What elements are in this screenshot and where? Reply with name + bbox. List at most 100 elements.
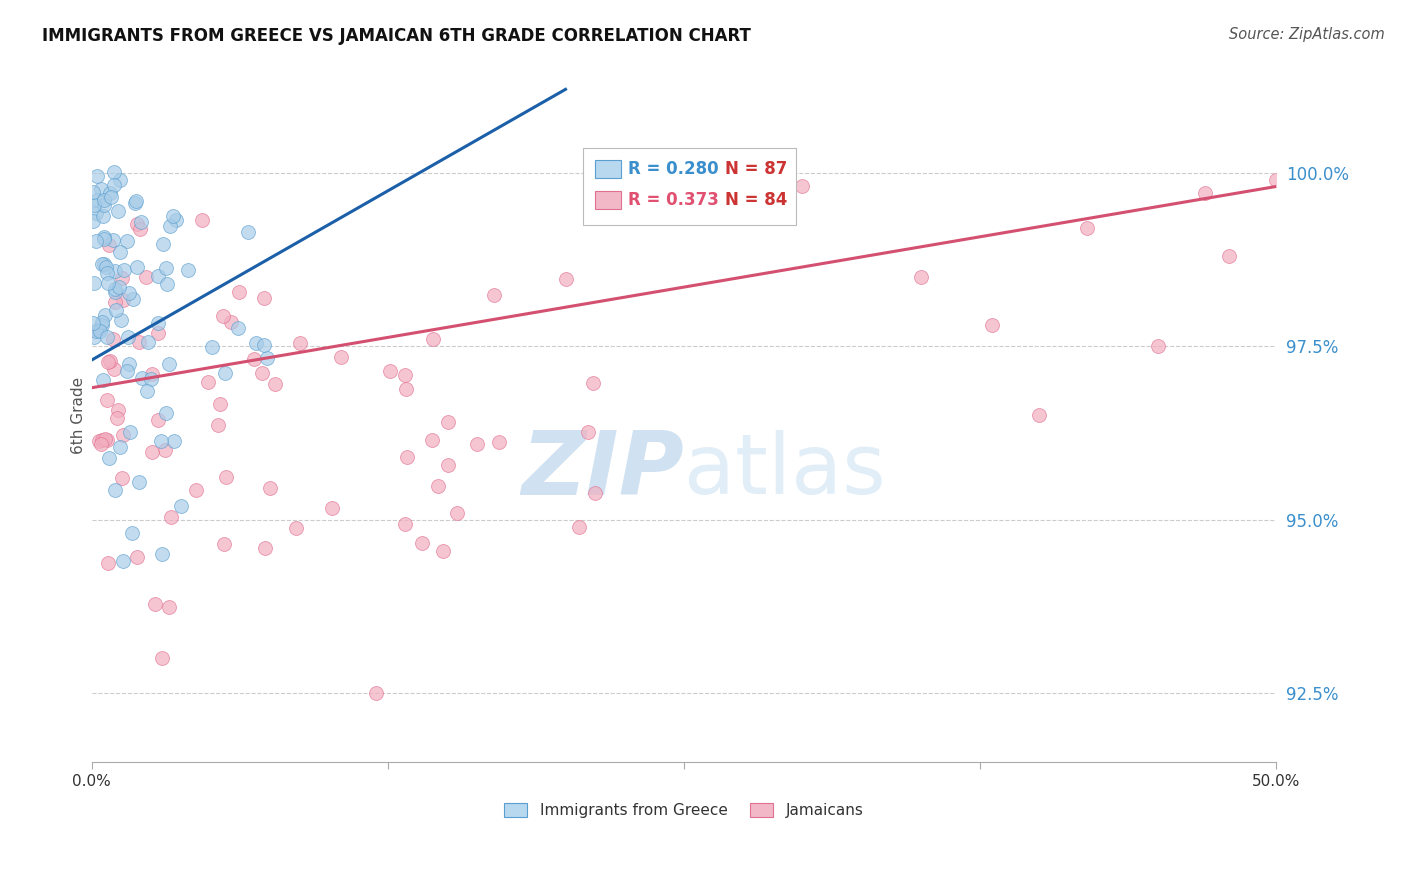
Point (82, 316, 104, 330)
Point (89, 324, 111, 338)
Point (86, 193, 108, 207)
Point (127, 550, 149, 565)
Point (96, 433, 118, 447)
Point (93, 230, 115, 244)
Point (97, 355, 120, 369)
Point (482, 288, 505, 302)
Point (103, 178, 125, 192)
Point (91, 318, 114, 333)
Point (1076, 221, 1098, 235)
Point (364, 686, 387, 700)
Text: atlas: atlas (683, 431, 886, 511)
Point (582, 376, 605, 390)
Point (93, 198, 115, 212)
Point (128, 335, 150, 350)
Point (253, 338, 276, 352)
Point (104, 264, 127, 278)
Point (97, 237, 120, 252)
Point (159, 599, 181, 614)
Text: R = 0.280: R = 0.280 (628, 161, 718, 178)
Point (136, 335, 159, 350)
Point (211, 309, 233, 323)
Point (115, 364, 138, 378)
Point (576, 425, 599, 439)
Text: IMMIGRANTS FROM GREECE VS JAMAICAN 6TH GRADE CORRELATION CHART: IMMIGRANTS FROM GREECE VS JAMAICAN 6TH G… (42, 27, 751, 45)
Text: R = 0.373: R = 0.373 (628, 191, 718, 209)
Point (82, 214, 104, 228)
Point (153, 443, 176, 458)
Legend: Immigrants from Greece, Jamaicans: Immigrants from Greece, Jamaicans (498, 797, 869, 824)
Point (285, 521, 308, 535)
Point (87, 323, 110, 337)
Point (488, 434, 510, 449)
Point (90, 257, 112, 271)
Point (91, 434, 114, 448)
Point (96, 393, 118, 408)
Point (207, 417, 229, 432)
Point (125, 194, 148, 208)
Point (155, 406, 177, 420)
Point (446, 506, 468, 520)
Point (792, 179, 814, 194)
Point (98, 353, 121, 368)
Point (157, 358, 180, 372)
Point (96, 330, 118, 344)
Point (83, 276, 105, 290)
Point (1194, 186, 1216, 201)
Point (330, 351, 353, 365)
Point (103, 362, 125, 376)
Point (111, 428, 134, 442)
Point (104, 303, 127, 318)
Point (108, 441, 131, 455)
Point (150, 548, 173, 562)
Point (107, 403, 129, 417)
Point (104, 294, 127, 309)
Point (100, 189, 122, 203)
Point (245, 335, 267, 350)
Bar (595, 161, 621, 178)
Point (236, 225, 259, 239)
Point (980, 318, 1002, 333)
Point (321, 501, 343, 516)
Point (97, 277, 120, 291)
Point (165, 213, 187, 227)
Point (394, 368, 416, 382)
Point (110, 173, 132, 187)
Bar (595, 191, 621, 209)
Point (380, 363, 402, 377)
Point (86, 169, 108, 183)
FancyBboxPatch shape (583, 148, 796, 225)
Point (83, 198, 105, 212)
Point (103, 282, 125, 296)
Point (110, 313, 132, 327)
Point (135, 384, 157, 398)
Point (568, 520, 591, 534)
Point (93, 257, 115, 271)
Point (97, 556, 120, 570)
Point (146, 316, 169, 330)
Point (107, 203, 129, 218)
Point (465, 437, 488, 451)
Point (159, 219, 181, 234)
Point (98, 186, 121, 201)
Point (98, 451, 121, 466)
Point (117, 330, 139, 344)
Point (163, 434, 186, 448)
Point (105, 411, 128, 425)
Point (111, 470, 134, 484)
Point (104, 483, 127, 497)
Point (146, 326, 169, 340)
Point (125, 217, 148, 231)
Point (190, 213, 212, 227)
Point (112, 263, 135, 277)
Point (214, 470, 236, 484)
Point (90, 437, 112, 451)
Point (197, 375, 219, 389)
Point (583, 486, 606, 500)
Point (214, 366, 236, 380)
Point (93, 432, 115, 446)
Point (86, 324, 108, 338)
Point (422, 332, 444, 346)
Point (143, 598, 166, 612)
Point (214, 536, 236, 550)
